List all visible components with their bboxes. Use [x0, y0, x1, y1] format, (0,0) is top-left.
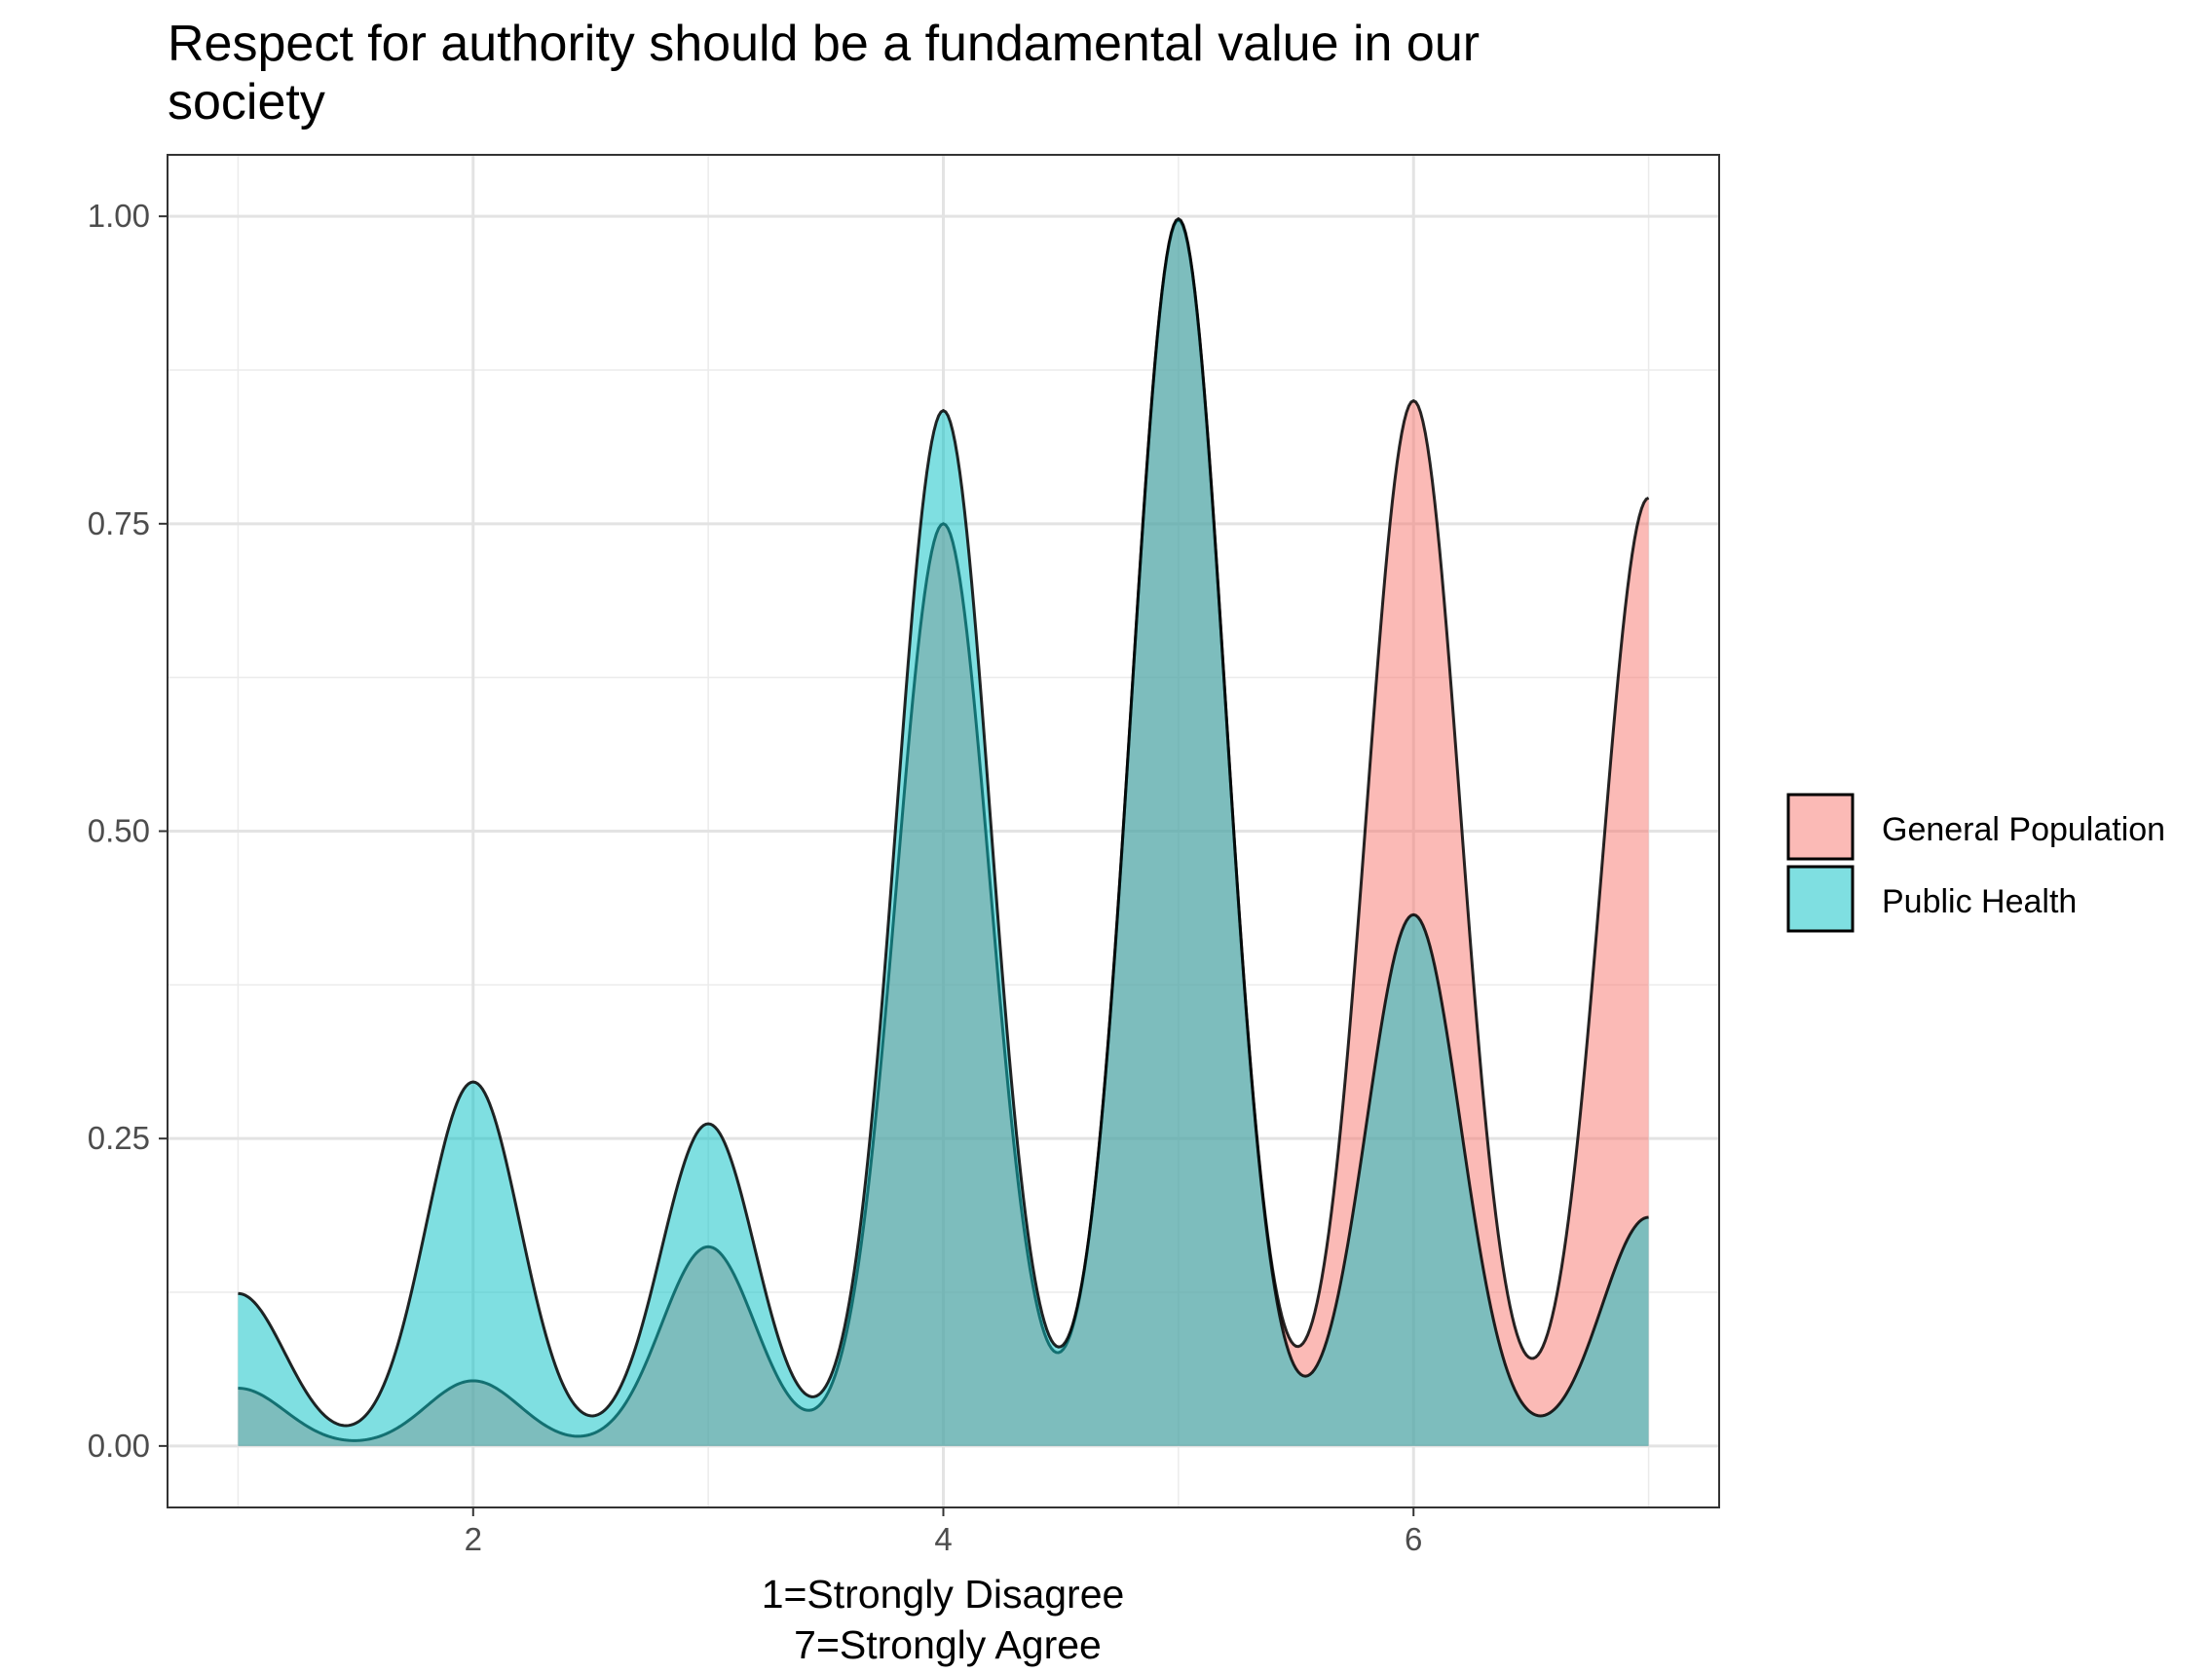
x-axis: 2 4 6	[465, 1507, 1422, 1557]
x-tick-label: 6	[1405, 1521, 1422, 1557]
y-tick-label: 0.50	[88, 813, 150, 849]
x-tick-label: 2	[465, 1521, 482, 1557]
density-series	[238, 216, 1650, 1446]
legend-key-public-health	[1786, 865, 1855, 933]
x-tick-label: 4	[934, 1521, 952, 1557]
legend-label-public-health: Public Health	[1882, 883, 2077, 920]
y-tick-label: 0.75	[88, 505, 150, 541]
chart-title-line-1: Respect for authority should be a fundam…	[168, 16, 1480, 72]
y-axis: 0.00 0.25 0.50 0.75 1.00	[88, 198, 168, 1464]
density-line-public-health	[238, 216, 1649, 1428]
y-tick-label: 0.00	[88, 1428, 150, 1464]
legend: General Population Public Health	[1786, 793, 2165, 933]
y-tick-label: 1.00	[88, 198, 150, 234]
x-axis-title-line-2: 7=Strongly Agree	[794, 1622, 1102, 1667]
legend-label-general-population: General Population	[1882, 811, 2165, 848]
chart-title-line-2: society	[168, 74, 325, 130]
density-area-public-health	[238, 218, 1649, 1446]
x-axis-title-line-1: 1=Strongly Disagree	[762, 1572, 1125, 1617]
legend-key-general-population	[1786, 793, 1855, 861]
y-tick-label: 0.25	[88, 1120, 150, 1156]
